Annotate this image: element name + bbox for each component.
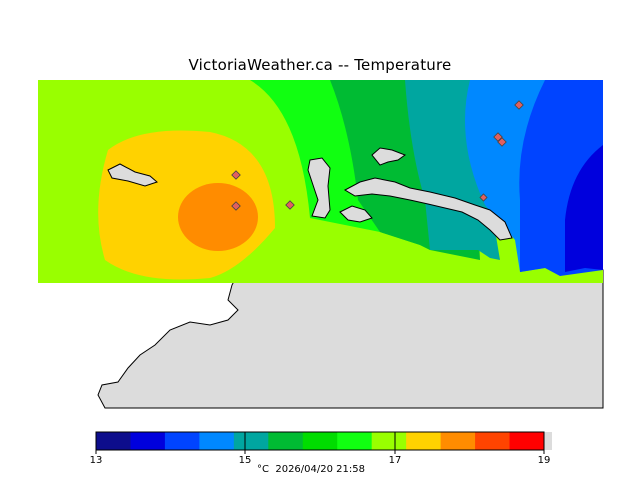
legend-swatch <box>199 432 235 450</box>
legend-unit: °C <box>257 464 269 475</box>
inlet-shore <box>371 147 407 166</box>
legend-footer: °C 2026/04/20 21:58 <box>257 464 365 475</box>
station-marker[interactable] <box>231 170 241 180</box>
station-marker[interactable] <box>514 100 524 110</box>
legend-swatch <box>164 432 200 450</box>
legend-swatch <box>475 432 511 450</box>
legend-swatch <box>130 432 166 450</box>
legend-swatch <box>233 432 269 450</box>
legend-swatch <box>96 432 131 450</box>
saanich-peninsula <box>343 177 513 241</box>
sound-shore <box>339 205 373 223</box>
station-marker[interactable] <box>285 200 295 210</box>
legend-timestamp: 2026/04/20 21:58 <box>275 464 365 475</box>
legend-swatch <box>371 432 407 450</box>
legend-swatch <box>440 432 476 450</box>
legend-tick-label: 19 <box>537 455 551 466</box>
legend-swatch <box>302 432 338 450</box>
peninsula <box>307 157 331 219</box>
legend-swatch <box>337 432 373 450</box>
legend-tick-label: 13 <box>89 455 103 466</box>
legend-swatch <box>268 432 304 450</box>
legend-swatch <box>406 432 442 450</box>
legend-tick-label: 17 <box>388 455 402 466</box>
weather-stations <box>231 100 524 211</box>
legend-colorbar <box>95 431 552 454</box>
map-title: VictoriaWeather.ca -- Temperature <box>188 56 452 74</box>
island <box>107 163 158 187</box>
station-marker[interactable] <box>497 137 507 147</box>
station-marker[interactable] <box>231 201 241 211</box>
legend-tick-label: 15 <box>238 455 252 466</box>
legend-swatch <box>509 432 545 450</box>
station-marker[interactable] <box>479 193 488 202</box>
